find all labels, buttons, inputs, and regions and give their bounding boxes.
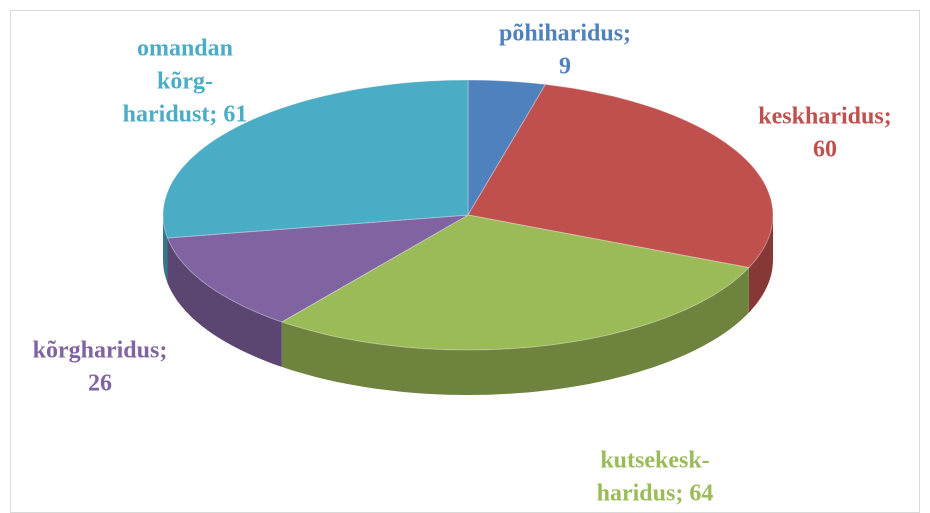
slice <box>280 214 750 395</box>
slice-top <box>166 214 469 323</box>
slice-top <box>467 79 547 217</box>
slice-side <box>748 215 773 313</box>
data-label: omandan <box>137 36 233 62</box>
slice <box>467 83 774 313</box>
data-label: 26 <box>88 371 112 397</box>
data-label: 9 <box>559 54 571 80</box>
slice <box>162 79 469 283</box>
slice-side <box>167 238 282 367</box>
slice-top <box>162 79 469 239</box>
data-label: kõrgharidus; <box>33 338 168 364</box>
data-label: keskharidus; <box>758 104 891 130</box>
data-label: haridust; 61 <box>123 102 248 128</box>
slice-side <box>163 215 168 283</box>
data-label: kõrg- <box>157 69 213 95</box>
slice <box>467 79 547 217</box>
slice-top <box>280 214 750 351</box>
slice-top <box>467 83 774 269</box>
data-label: põhiharidus; <box>499 21 631 47</box>
data-label: 60 <box>813 137 837 163</box>
slice <box>166 214 469 367</box>
data-label: kutsekesk- <box>600 448 709 474</box>
slice-side <box>281 267 749 395</box>
data-label: haridus; 64 <box>597 481 714 507</box>
